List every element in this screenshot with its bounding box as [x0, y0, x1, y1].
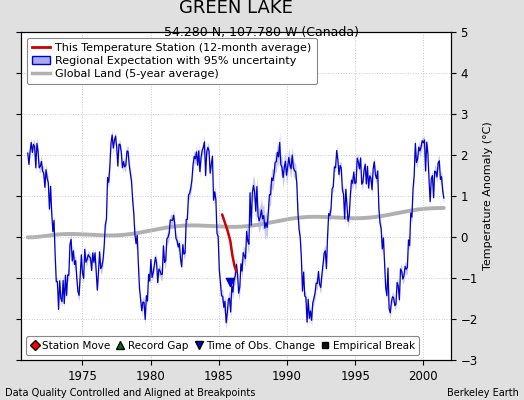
Title: GREEN LAKE: GREEN LAKE	[179, 0, 293, 16]
Text: 54.280 N, 107.780 W (Canada): 54.280 N, 107.780 W (Canada)	[165, 26, 359, 39]
Text: Berkeley Earth: Berkeley Earth	[447, 388, 519, 398]
Legend: Station Move, Record Gap, Time of Obs. Change, Empirical Break: Station Move, Record Gap, Time of Obs. C…	[26, 336, 419, 355]
Y-axis label: Temperature Anomaly (°C): Temperature Anomaly (°C)	[483, 122, 493, 270]
Text: Data Quality Controlled and Aligned at Breakpoints: Data Quality Controlled and Aligned at B…	[5, 388, 256, 398]
Point	[226, 279, 235, 285]
